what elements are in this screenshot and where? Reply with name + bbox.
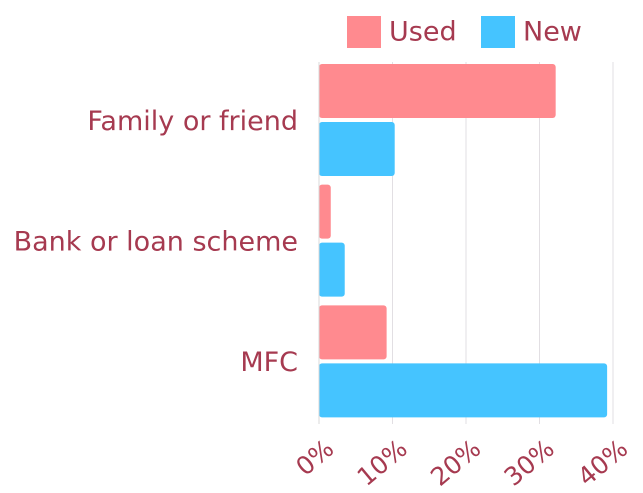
bar	[319, 363, 608, 418]
bar	[319, 305, 387, 360]
bar	[319, 64, 556, 118]
legend-swatch	[347, 16, 381, 48]
x-tick-label: 0%	[290, 434, 339, 482]
bar	[319, 122, 395, 176]
x-tick-label: 20%	[425, 434, 486, 492]
x-tick-label: 30%	[499, 434, 560, 492]
x-tick-label: 40%	[572, 434, 633, 492]
y-tick-label: Family or friend	[87, 106, 298, 137]
legend-label: New	[523, 17, 582, 48]
y-tick-label: Bank or loan scheme	[14, 227, 298, 258]
y-tick-label: MFC	[240, 347, 298, 378]
x-tick-label: 10%	[352, 434, 413, 492]
legend-swatch	[481, 16, 515, 48]
legend-label: Used	[389, 17, 457, 48]
bar	[319, 242, 345, 297]
bar	[319, 184, 331, 239]
